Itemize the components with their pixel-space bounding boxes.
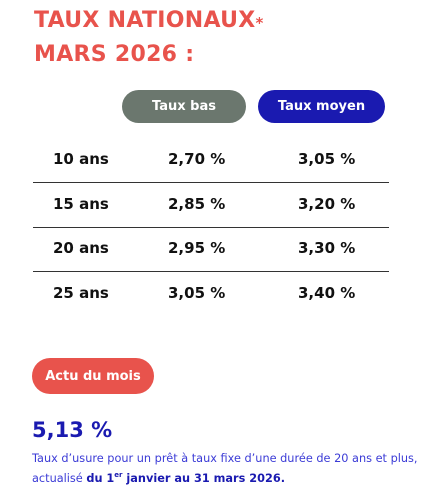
table-row: 25 ans 3,05 % 3,40 % [33,271,389,316]
table-row: 15 ans 2,85 % 3,20 % [33,182,389,228]
low-rate-cell: 2,85 % [168,195,226,213]
taux-moyen-header: Taux moyen [258,90,385,123]
usure-rate: 5,13 % [32,418,113,442]
low-rate-cell: 2,70 % [168,150,226,168]
usure-date-sup: er [114,471,123,479]
table-row: 20 ans 2,95 % 3,30 % [33,226,389,272]
low-rate-cell: 3,05 % [168,284,226,302]
duration-cell: 15 ans [53,195,109,213]
title-line-1: TAUX NATIONAUX [34,8,256,33]
usure-description: Taux d’usure pour un prêt à taux fixe d’… [32,450,446,487]
actu-du-mois-button[interactable]: Actu du mois [32,358,154,394]
mid-rate-cell: 3,20 % [298,195,356,213]
mid-rate-cell: 3,30 % [298,239,356,257]
title-asterisk: * [255,14,264,32]
taux-bas-header: Taux bas [122,90,246,123]
usure-date-start: du 1 [86,471,115,485]
usure-description-text: Taux d’usure pour un prêt à taux fixe d’… [32,452,418,485]
page-title: TAUX NATIONAUX* MARS 2026 : [34,4,264,72]
low-rate-cell: 2,95 % [168,239,226,257]
duration-cell: 10 ans [53,150,109,168]
duration-cell: 20 ans [53,239,109,257]
table-row: 10 ans 2,70 % 3,05 % [33,137,389,183]
duration-cell: 25 ans [53,284,109,302]
mid-rate-cell: 3,05 % [298,150,356,168]
usure-date-end: janvier au 31 mars 2026. [122,471,285,485]
mid-rate-cell: 3,40 % [298,284,356,302]
title-line-2: MARS 2026 : [34,42,195,67]
